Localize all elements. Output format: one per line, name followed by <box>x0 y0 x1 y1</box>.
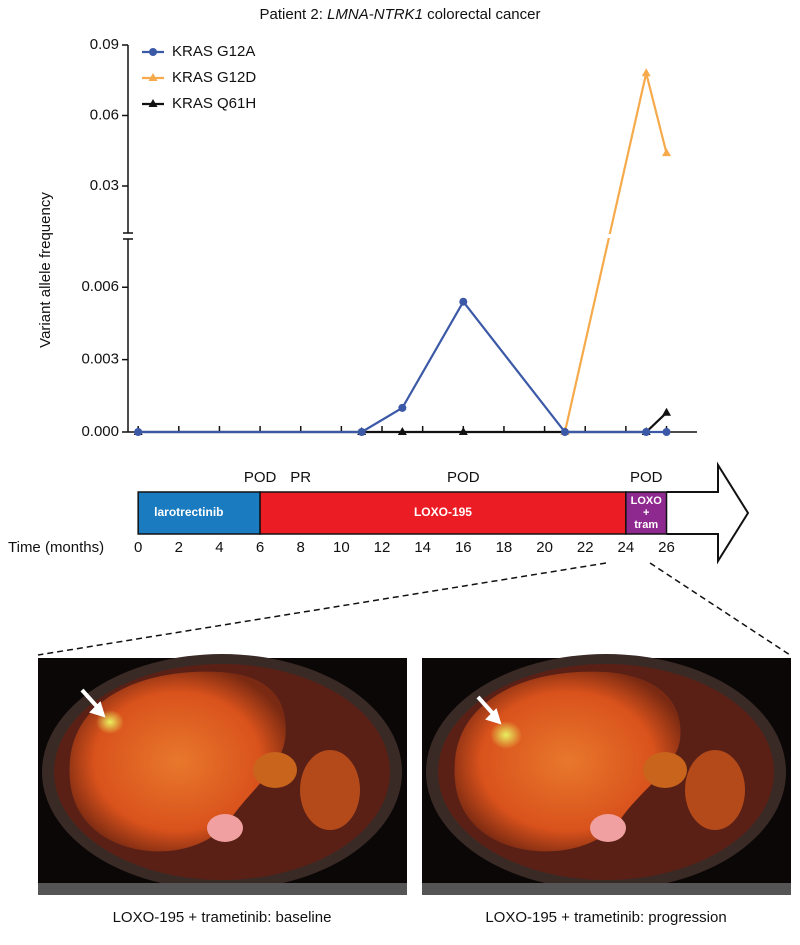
x-tick-label: 2 <box>175 539 183 556</box>
x-axis-label: Time (months) <box>8 539 104 556</box>
x-tick-label: 16 <box>455 539 472 556</box>
event-label: PR <box>290 469 311 486</box>
point <box>560 428 569 436</box>
x-tick-label: 4 <box>215 539 223 556</box>
chart-title: Patient 2: LMNA-NTRK1 colorectal cancer <box>260 6 541 23</box>
x-tick-label: 18 <box>496 539 513 556</box>
x-tick-label: 24 <box>618 539 635 556</box>
legend-label: KRAS Q61H <box>172 95 256 112</box>
treatment-label: + <box>643 507 649 519</box>
point <box>134 428 143 436</box>
legend-label: KRAS G12D <box>172 69 256 86</box>
treatment-label: tram <box>634 519 658 531</box>
x-tick-label: 20 <box>536 539 553 556</box>
title-part: colorectal cancer <box>423 6 541 23</box>
point <box>662 428 671 436</box>
legend-label: KRAS G12A <box>172 43 255 60</box>
point <box>662 148 672 157</box>
event-label: POD <box>447 469 480 486</box>
treatment-label: larotrectinib <box>154 505 223 519</box>
title-part: Patient 2: <box>260 6 328 23</box>
x-tick-label: 26 <box>658 539 675 556</box>
y-tick-label: 0.006 <box>81 278 119 295</box>
point <box>642 428 651 436</box>
series-line <box>138 299 667 434</box>
timeline-arrow <box>666 461 750 565</box>
y-tick-label: 0.000 <box>81 423 119 440</box>
zoom-line <box>649 562 791 656</box>
x-tick-label: 14 <box>414 539 431 556</box>
point <box>397 427 407 435</box>
event-label: POD <box>244 469 277 486</box>
legend-marker <box>148 73 158 81</box>
treatment-bar <box>259 491 627 535</box>
y-tick-label: 0.03 <box>90 177 119 194</box>
point <box>641 68 651 77</box>
treatment-bar <box>137 491 261 535</box>
y-tick-label: 0.003 <box>81 351 119 368</box>
point <box>459 297 468 306</box>
axis-break-gap <box>130 234 699 238</box>
zoom-line <box>37 562 607 656</box>
treatment-bar <box>625 491 668 535</box>
pet-image-baseline <box>38 654 407 895</box>
x-tick-label: 6 <box>256 539 264 556</box>
y-tick-label: 0.06 <box>90 106 119 123</box>
y-tick-label: 0.09 <box>90 36 119 53</box>
point <box>662 407 672 416</box>
image-caption: LOXO-195 + trametinib: progression <box>485 909 726 926</box>
point <box>458 427 468 435</box>
x-tick-label: 12 <box>374 539 391 556</box>
event-label: POD <box>630 469 663 486</box>
y-axis-label: Variant allele frequency <box>37 192 54 348</box>
treatment-label: LOXO <box>631 495 663 507</box>
point <box>398 403 407 412</box>
x-tick-label: 0 <box>134 539 142 556</box>
point <box>357 428 366 436</box>
x-tick-label: 8 <box>297 539 305 556</box>
x-tick-label: 22 <box>577 539 594 556</box>
pet-image-progression <box>422 654 791 895</box>
legend-marker <box>148 99 158 107</box>
title-gene: LMNA-NTRK1 <box>327 6 423 23</box>
legend-marker <box>149 48 157 56</box>
treatment-label: LOXO-195 <box>414 505 472 519</box>
x-tick-label: 10 <box>333 539 350 556</box>
series-line <box>563 72 668 433</box>
image-caption: LOXO-195 + trametinib: baseline <box>113 909 332 926</box>
